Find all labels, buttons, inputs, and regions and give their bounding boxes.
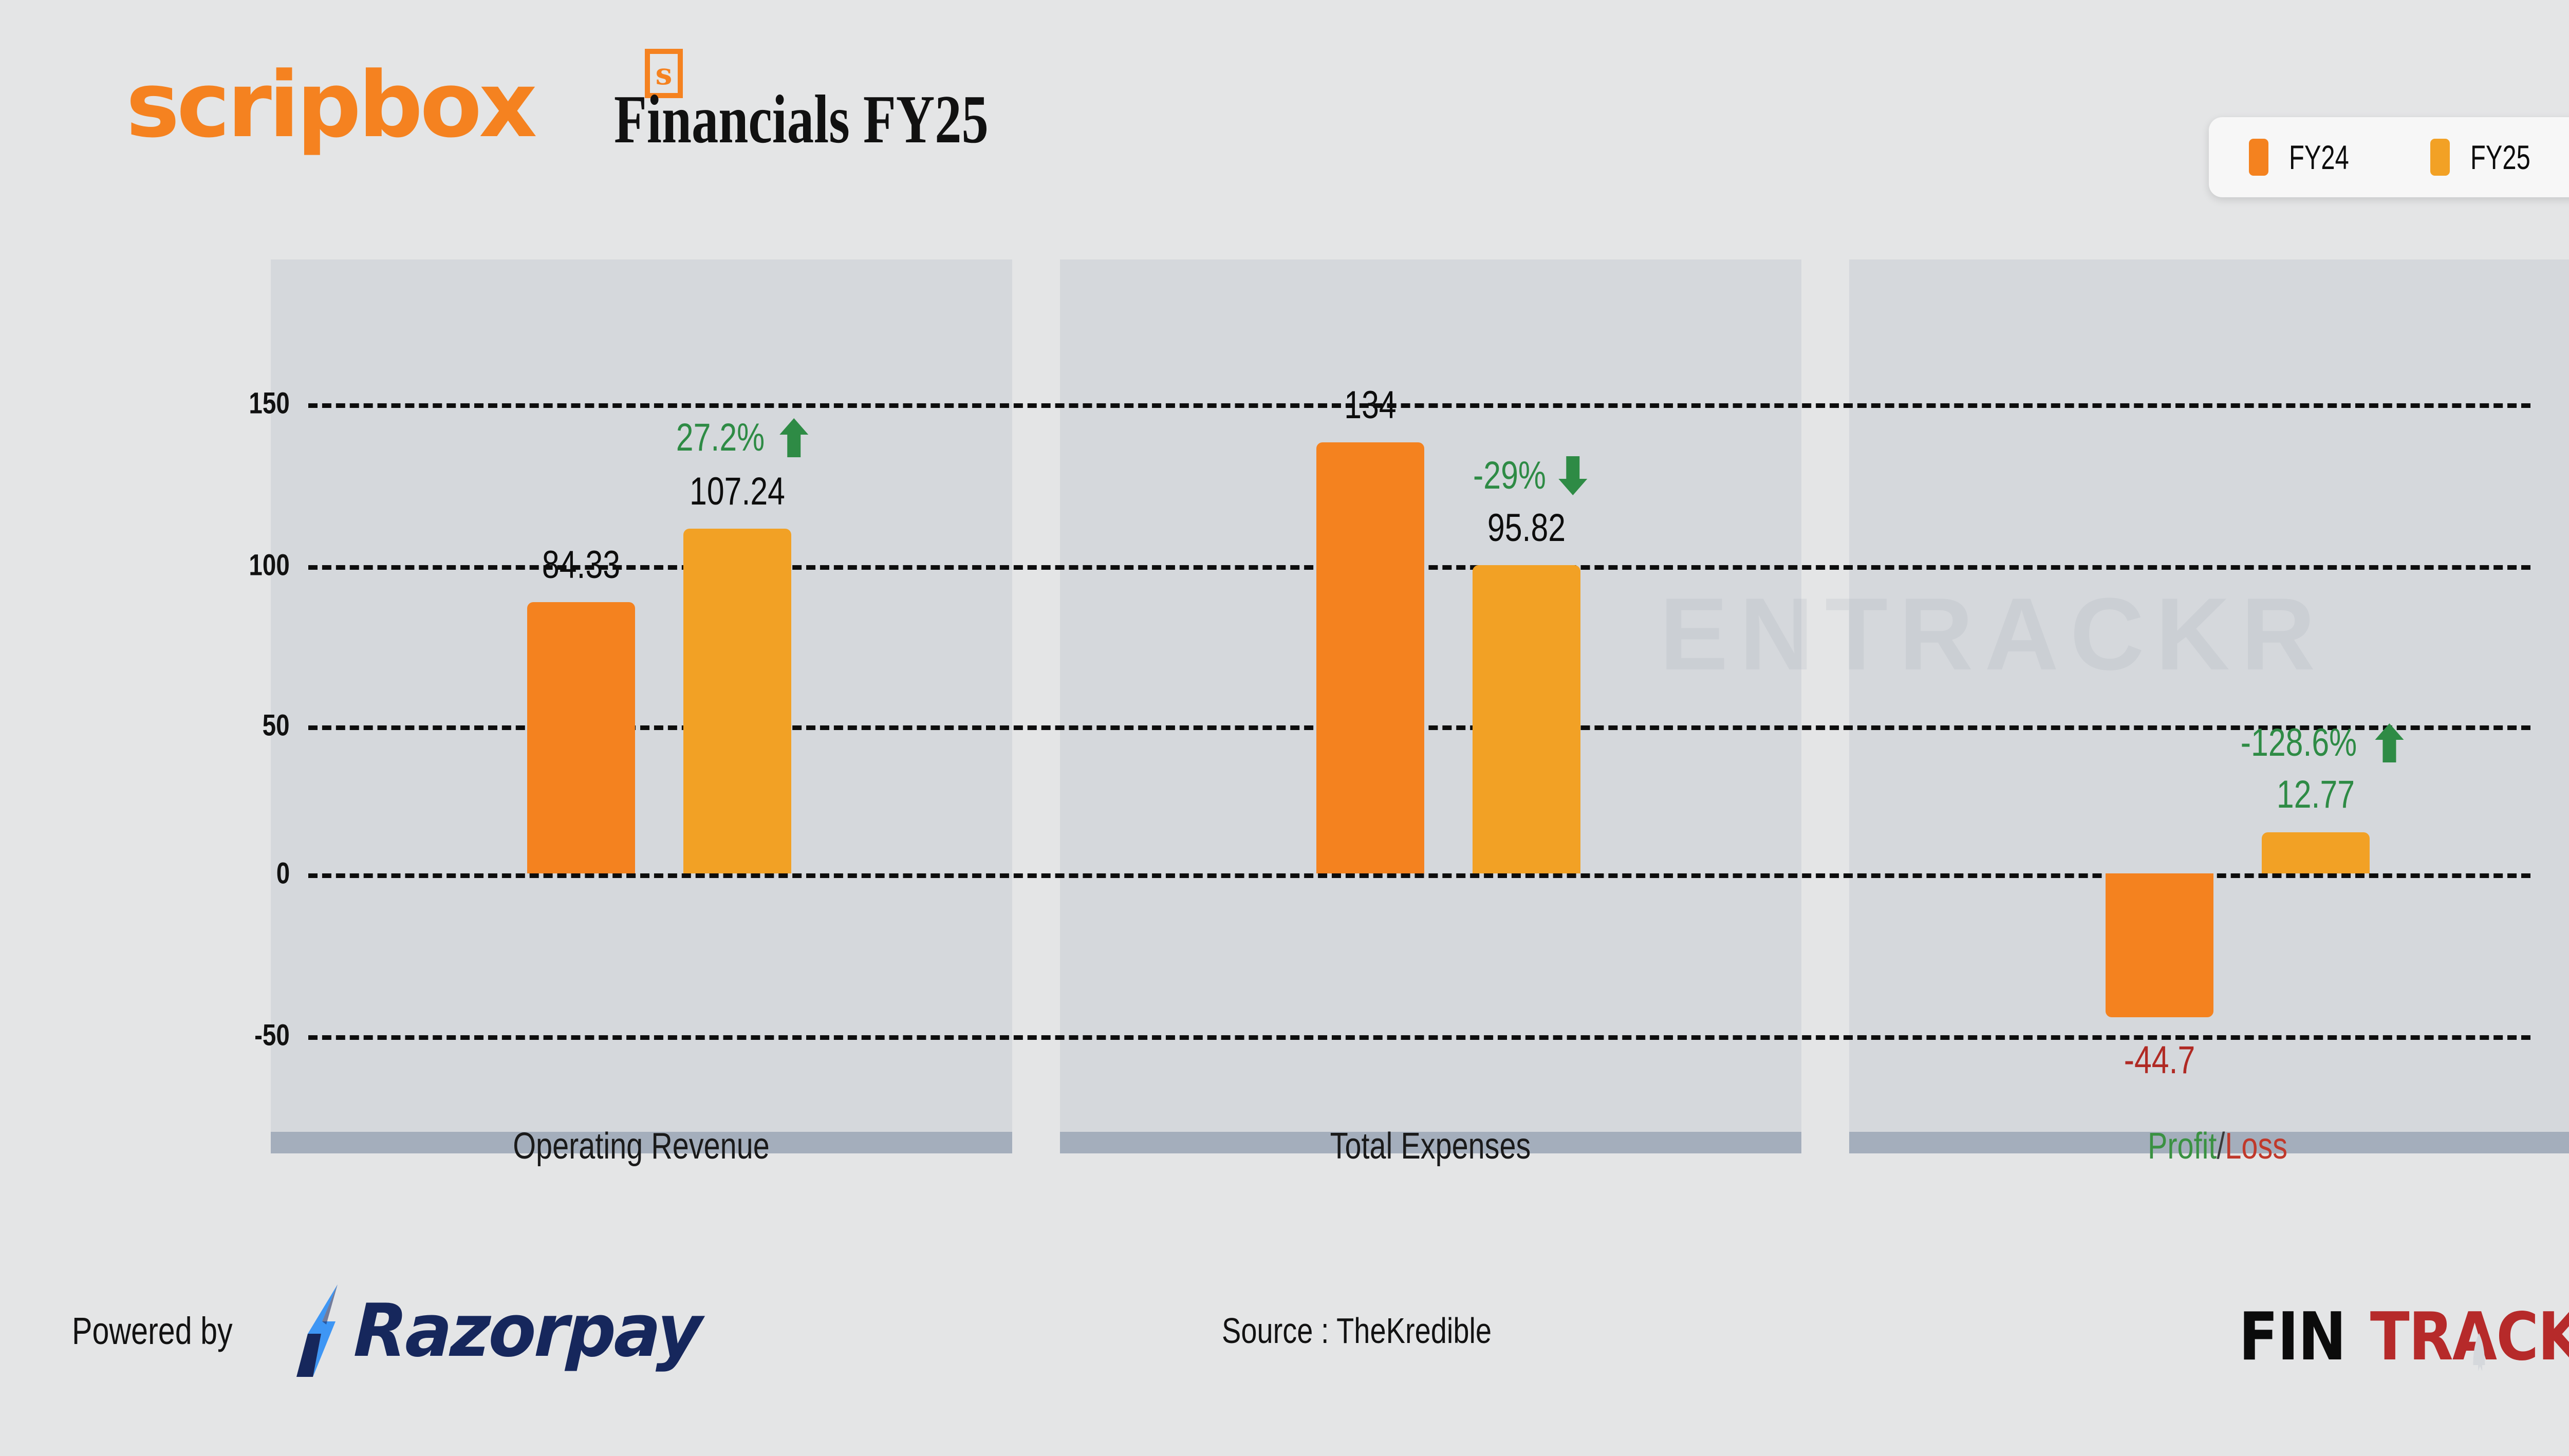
gridline-0 [308, 873, 2530, 878]
razorpay-logo: Razorpay [292, 1284, 718, 1377]
bar-fy25-operating-revenue[interactable] [683, 529, 791, 873]
bar-fy24-profit-loss[interactable] [2106, 873, 2213, 1017]
value-label-fy25-total-expenses: 95.82 [1487, 506, 1566, 550]
category-label-slash: / [2217, 1126, 2225, 1167]
razorpay-mark-icon [296, 1284, 338, 1377]
value-label-fy25-profit-loss: 12.77 [2276, 773, 2355, 816]
fintrackr-fin-part: FIN [2239, 1299, 2347, 1375]
delta-value-profit-loss: -128.6% [2240, 721, 2357, 764]
gridline-150 [308, 403, 2530, 408]
ytick-label-100: 100 [249, 548, 290, 582]
razorpay-wordmark: Razorpay [352, 1288, 702, 1373]
legend-item-fy25[interactable]: FY25 [2430, 138, 2552, 177]
legend-label-fy25: FY25 [2470, 138, 2530, 176]
plot-area: ENTRACKR 150 100 50 0 -50 84.33 107.24 2… [0, 221, 2569, 1197]
chart-footer: Powered by Razorpay Source : TheKredible… [0, 1243, 2569, 1456]
fintrackr-logo: FIN TRACKR [2231, 1299, 2569, 1375]
category-label-profit-part: Profit [2147, 1126, 2217, 1167]
category-label-total-expenses: Total Expenses [1330, 1126, 1531, 1167]
fintrackr-trackr-text: TRACKR [2370, 1299, 2569, 1375]
page-title: Financials FY25 [614, 81, 989, 157]
delta-value-operating-revenue: 27.2% [676, 416, 765, 459]
arrow-up-icon [2375, 723, 2404, 762]
panel-operating-revenue [271, 259, 1012, 1153]
source-label: Source : TheKredible [1222, 1311, 1492, 1351]
scripbox-wordmark: scripbox [126, 52, 537, 158]
chart-header: scripbox s Financials FY25 FY24 FY25 [0, 0, 2569, 221]
legend-item-fy24[interactable]: FY24 [2248, 138, 2370, 177]
panel-base-bar [1849, 1132, 2569, 1153]
value-label-fy24-profit-loss: -44.7 [2124, 1038, 2195, 1082]
powered-by-block: Powered by Razorpay [72, 1284, 718, 1377]
ytick-label-0: 0 [276, 856, 290, 890]
category-label-operating-revenue: Operating Revenue [513, 1126, 770, 1167]
bar-fy25-total-expenses[interactable] [1473, 565, 1580, 873]
arrow-up-icon [779, 418, 808, 457]
powered-by-label: Powered by [72, 1309, 233, 1352]
bar-fy24-operating-revenue[interactable] [527, 602, 635, 873]
panel-profit-loss [1849, 259, 2569, 1153]
gridline-minus-50 [308, 1035, 2530, 1040]
value-label-fy24-operating-revenue: 84.33 [542, 543, 621, 587]
legend-swatch-fy24 [2248, 139, 2268, 176]
delta-badge-total-expenses: -29% [1464, 453, 1589, 498]
ytick-label-minus-50: -50 [254, 1018, 290, 1052]
arrow-down-icon [1558, 456, 1588, 495]
scripbox-logo: scripbox s [126, 49, 683, 162]
chart-legend: FY24 FY25 [2208, 117, 2569, 197]
panel-total-expenses [1060, 259, 1801, 1153]
scripbox-superscript-mark: s [645, 49, 683, 98]
delta-value-total-expenses: -29% [1473, 454, 1546, 497]
category-label-loss-part: Loss [2225, 1126, 2288, 1167]
delta-badge-profit-loss: -128.6% [2226, 720, 2405, 765]
bar-fy25-profit-loss[interactable] [2262, 832, 2370, 873]
panel-base-bar [271, 1132, 1012, 1153]
category-label-profit-loss: Profit/Loss [2148, 1125, 2287, 1167]
legend-swatch-fy25 [2430, 139, 2450, 176]
value-label-fy24-total-expenses: 134 [1344, 383, 1397, 427]
rocket-icon [2473, 1333, 2485, 1371]
ytick-label-150: 150 [249, 386, 290, 420]
bar-fy24-total-expenses[interactable] [1316, 442, 1424, 873]
value-label-fy25-operating-revenue: 107.24 [690, 470, 785, 513]
fintrackr-trackr-part: TRACKR [2370, 1299, 2569, 1375]
panel-base-bar [1060, 1132, 1801, 1153]
ytick-label-50: 50 [263, 708, 290, 742]
legend-label-fy24: FY24 [2288, 138, 2349, 176]
delta-badge-operating-revenue: 27.2% [665, 415, 810, 460]
